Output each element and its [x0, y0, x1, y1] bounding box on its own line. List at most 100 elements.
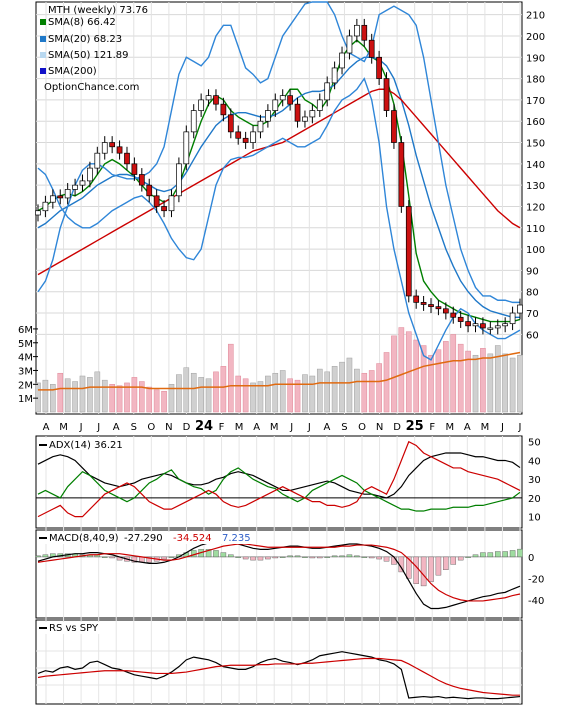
- macd-histogram-bar: [509, 550, 516, 558]
- macd-histogram-bar: [235, 556, 241, 558]
- macd-histogram-bar: [101, 556, 108, 558]
- adx-series-line: [37, 467, 521, 512]
- x-tick-label: J: [289, 422, 293, 433]
- volume-bar: [450, 334, 457, 413]
- macd-histogram-bar: [265, 556, 271, 560]
- candle-body: [435, 306, 442, 310]
- volume-bar: [428, 354, 434, 413]
- macd-histogram-bar: [35, 555, 41, 558]
- candle-body: [205, 95, 212, 101]
- x-tick-label: 24: [195, 419, 213, 434]
- volume-bar: [79, 375, 86, 413]
- macd-histogram-bar: [450, 556, 457, 565]
- volume-bar: [176, 374, 182, 413]
- candle-body: [368, 39, 375, 58]
- candle-body: [116, 146, 123, 154]
- candle-body: [220, 103, 227, 116]
- adx-legend: ADX(14) 36.21: [38, 438, 123, 451]
- macd-histogram-bar: [109, 556, 115, 559]
- volume-y-tick: 2M: [18, 380, 33, 391]
- macd-histogram-bar: [168, 556, 175, 558]
- macd-histogram-bar: [131, 556, 138, 563]
- candle-body: [198, 99, 204, 111]
- volume-y-tick: 6M: [18, 325, 33, 336]
- macd-histogram-bar: [406, 556, 412, 579]
- candle-body: [146, 184, 153, 197]
- volume-bar: [50, 384, 56, 413]
- volume-bar: [265, 375, 271, 413]
- price-series-line: [37, 39, 521, 323]
- macd-histogram-bar: [250, 556, 256, 561]
- volume-bar: [161, 390, 167, 413]
- legend-sma50: SMA(50) 121.89: [48, 50, 129, 61]
- volume-bar: [168, 384, 175, 413]
- price-y-tick: 90: [526, 266, 539, 277]
- volume-layer: [35, 327, 523, 587]
- candle-body: [272, 99, 279, 111]
- volume-bar: [502, 353, 508, 413]
- candle-body: [494, 325, 501, 329]
- candle-body: [339, 52, 345, 69]
- macd-histogram-bar: [146, 556, 152, 563]
- macd-histogram-bar: [420, 556, 427, 587]
- volume-bar: [420, 345, 427, 413]
- volume-bar: [109, 384, 115, 413]
- volume-bar: [346, 357, 353, 413]
- macd-histogram-bar: [309, 556, 316, 559]
- x-tick-label: J: [79, 422, 83, 433]
- adx-y-tick: 40: [528, 456, 541, 467]
- macd-histogram-bar: [502, 551, 508, 558]
- x-tick-label: D: [183, 422, 191, 433]
- volume-bar: [131, 377, 138, 413]
- x-tick-label: N: [376, 422, 383, 433]
- candle-body: [227, 114, 234, 133]
- price-panel-frame: [35, 1, 523, 415]
- legend-swatch-sma20: [40, 36, 46, 42]
- x-tick-label: D: [393, 422, 401, 433]
- candle-body: [398, 142, 405, 207]
- macd-histogram-bar: [257, 556, 264, 561]
- x-tick-label: S: [341, 422, 347, 433]
- macd-histogram-bar: [272, 556, 279, 559]
- adx-legend-bg: [38, 438, 122, 450]
- candle-body: [72, 184, 78, 190]
- candle-body: [257, 120, 264, 133]
- macd-histogram-bar: [413, 556, 419, 584]
- x-tick-label: M: [481, 422, 490, 433]
- macd-title: MACD(8,40,9): [49, 533, 119, 544]
- price-y-tick: 140: [526, 160, 545, 171]
- x-tick-label: F: [219, 422, 225, 433]
- macd-histogram-bar: [317, 556, 323, 559]
- candle-body: [480, 323, 486, 329]
- volume-bar: [257, 381, 264, 413]
- macd-y-tick: -20: [528, 574, 544, 585]
- candle-body: [376, 56, 382, 79]
- candle-body: [361, 24, 368, 41]
- candle-body: [87, 167, 93, 182]
- price-y-tick: 110: [526, 224, 545, 235]
- volume-bar: [316, 368, 323, 413]
- macd-histogram-bar: [443, 556, 449, 570]
- adx-y-tick: 50: [528, 438, 541, 449]
- candle-body: [472, 323, 479, 327]
- candle-layer: [35, 18, 523, 335]
- volume-bar: [72, 381, 78, 413]
- price-y-tick: 190: [526, 53, 545, 64]
- adx-y-tick: 10: [528, 513, 541, 524]
- candle-body: [331, 67, 338, 84]
- volume-bar: [213, 371, 219, 413]
- watermark: OptionChance.com: [44, 82, 139, 93]
- macd-panel-frame: [35, 529, 523, 619]
- candle-body: [302, 116, 308, 122]
- price-series-line: [37, 56, 520, 318]
- price-y-tick: 200: [526, 32, 545, 43]
- volume-bar: [116, 385, 123, 413]
- candle-body: [235, 131, 242, 139]
- volume-bar: [235, 375, 242, 413]
- rs-legend-bg: [38, 622, 102, 634]
- macd-histogram-bar: [472, 554, 479, 558]
- macd-histogram-bar: [457, 556, 464, 561]
- candle-body: [101, 142, 108, 154]
- volume-bar: [242, 378, 249, 413]
- macd-histogram-bar: [294, 555, 301, 558]
